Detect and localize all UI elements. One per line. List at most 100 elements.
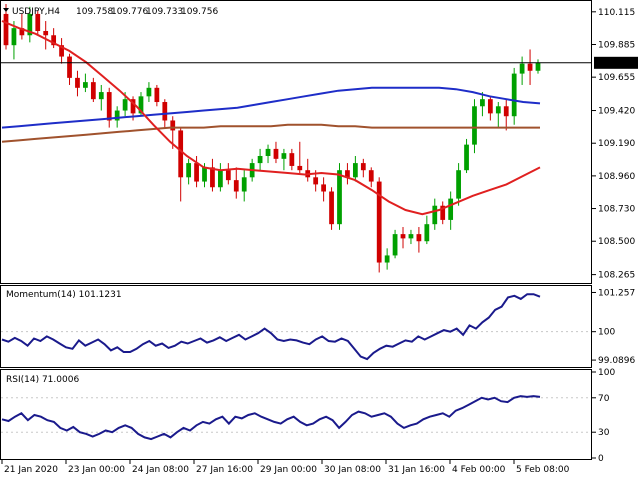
candle-body: [448, 198, 454, 220]
price-tick-label: 110.115: [598, 8, 635, 18]
rsi-line: [1, 395, 541, 441]
candle-body: [75, 77, 80, 88]
candle-body: [257, 155, 263, 164]
candle-body: [368, 170, 374, 182]
ohlc-high: 109.776: [111, 7, 148, 17]
time-tick-label: 4 Feb 00:00: [452, 465, 506, 475]
momentum-tick-label: 99.0896: [598, 356, 635, 366]
candle-body: [289, 153, 295, 166]
rsi-tick-label: 30: [598, 428, 610, 438]
candle-body: [233, 180, 239, 192]
candle-body: [424, 224, 430, 242]
candle-body: [376, 181, 382, 263]
candle-body: [59, 45, 64, 57]
time-tick-label: 23 Jan 00:00: [68, 465, 125, 475]
candle-body: [392, 234, 398, 256]
candle-body: [146, 87, 152, 97]
momentum-panel-frame: [0, 285, 592, 368]
current-price-marker: 109.756: [594, 56, 638, 69]
candle-body: [265, 148, 271, 156]
price-panel-frame: [0, 0, 592, 284]
candle-body: [225, 170, 231, 181]
momentum-line: [1, 293, 541, 361]
momentum-label: Momentum(14) 101.1231: [6, 290, 122, 300]
candle-body: [408, 234, 414, 239]
candle-body: [480, 99, 485, 107]
ohlc-low: 109.733: [146, 7, 183, 17]
candle-body: [281, 153, 287, 159]
candle-body: [384, 255, 390, 263]
time-tick-label: 5 Feb 08:00: [516, 465, 570, 475]
candle-body: [210, 167, 215, 188]
time-tick-label: 21 Jan 2020: [4, 465, 58, 475]
candle-body: [495, 106, 501, 114]
candle-body: [67, 56, 72, 78]
candle-body: [472, 106, 477, 145]
candle-body: [83, 82, 88, 88]
candle-body: [329, 191, 334, 225]
candle-body: [43, 30, 49, 36]
candle-body: [337, 170, 342, 225]
candle-body: [345, 170, 350, 178]
candle-body: [313, 177, 319, 185]
rsi-tick-label: 70: [598, 394, 610, 404]
candle-body: [11, 28, 17, 46]
candle-body: [138, 96, 144, 114]
candle-body: [432, 205, 438, 225]
candle-body: [170, 120, 176, 131]
candle-body: [527, 63, 533, 71]
price-tick-label: 109.655: [598, 73, 635, 83]
candle-body: [218, 170, 223, 188]
candlestick-series: [3, 4, 541, 273]
rsi-tick-label: 0: [598, 454, 604, 464]
rsi-panel-frame: [0, 369, 592, 460]
candle-body: [241, 177, 247, 192]
time-tick-label: 27 Jan 16:00: [196, 465, 253, 475]
triangle-down-icon[interactable]: [3, 8, 9, 12]
moving-average-brown: [1, 123, 540, 143]
momentum-tick-label: 101.257: [598, 288, 635, 298]
price-tick-label: 109.190: [598, 139, 635, 149]
time-tick-label: 31 Jan 16:00: [388, 465, 445, 475]
candle-body: [297, 165, 303, 171]
candle-body: [511, 73, 517, 117]
rsi-tick-label: 100: [598, 368, 615, 378]
price-axis: 110.115 109.885 109.655 109.420 109.190 108.9…: [592, 8, 635, 281]
candle-body: [90, 82, 96, 100]
price-tick-label: 108.730: [598, 205, 635, 215]
candle-body: [114, 110, 120, 121]
candle-body: [106, 92, 112, 121]
candle-body: [194, 163, 199, 182]
candle-body: [19, 28, 25, 36]
price-tick-label: 108.265: [598, 271, 635, 281]
candle-body: [130, 99, 136, 114]
rsi-label: RSI(14) 71.0006: [6, 375, 79, 385]
candle-body: [154, 87, 160, 103]
moving-average-red: [1, 20, 541, 216]
ohlc-close: 109.756: [181, 7, 218, 17]
candle-body: [464, 144, 469, 171]
candle-body: [3, 13, 9, 46]
candle-body: [519, 63, 525, 74]
candle-body: [51, 35, 57, 46]
time-tick-label: 24 Jan 08:00: [132, 465, 189, 475]
price-tick-label: 109.420: [598, 107, 635, 117]
candle-body: [27, 13, 33, 36]
candle-body: [487, 99, 493, 114]
symbol-label: USDJPY,H4: [12, 7, 60, 17]
candle-body: [440, 205, 446, 220]
time-axis: 21 Jan 2020 23 Jan 00:00 24 Jan 08:00 27 Ja…: [1, 460, 570, 475]
candle-body: [360, 163, 366, 171]
svg-text:109.756: 109.756: [597, 59, 634, 69]
moving-average-blue: [1, 86, 541, 129]
momentum-tick-label: 100: [598, 328, 615, 338]
candle-body: [35, 13, 41, 31]
rsi-axis: 100 70 30 0: [592, 368, 615, 464]
candle-body: [416, 234, 422, 242]
candle-body: [186, 163, 192, 178]
candle-body: [98, 92, 104, 100]
time-tick-label: 30 Jan 08:00: [324, 465, 381, 475]
price-tick-label: 109.885: [598, 40, 635, 50]
price-tick-label: 108.960: [598, 172, 635, 182]
